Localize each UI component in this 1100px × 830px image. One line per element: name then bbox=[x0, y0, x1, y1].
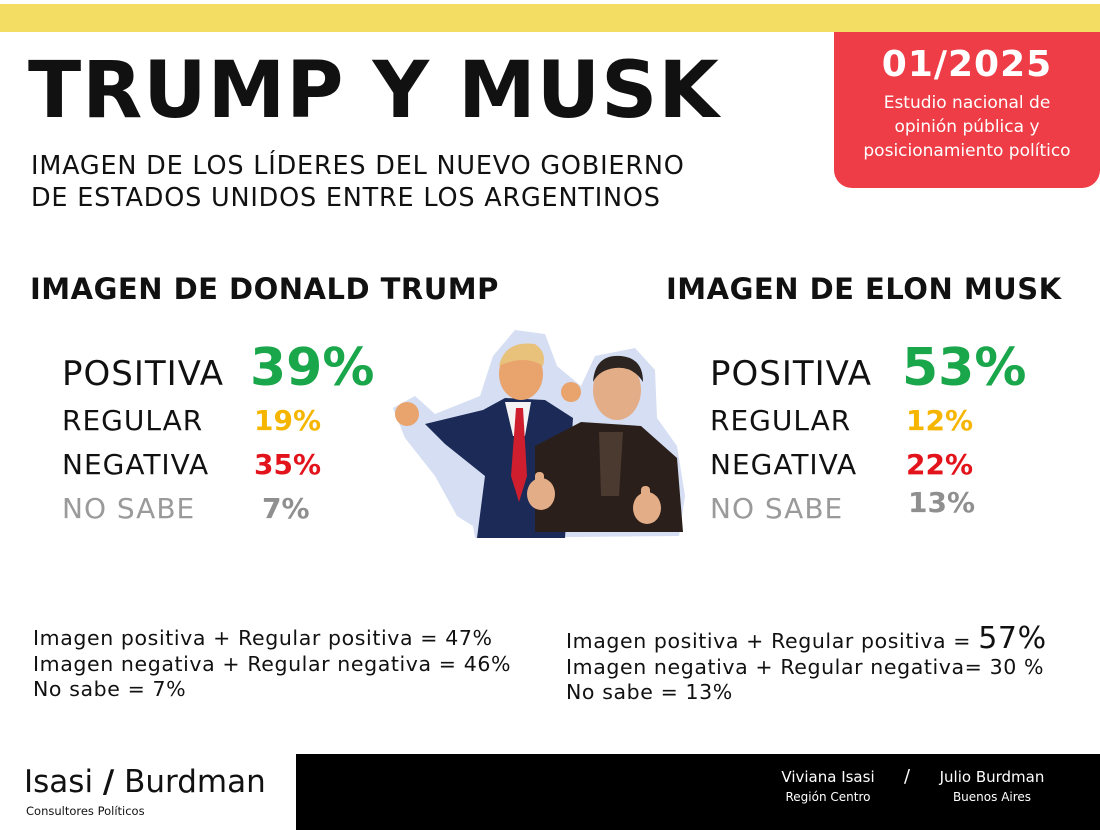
brand-name-left: Isasi bbox=[24, 764, 94, 800]
brand-slash: / bbox=[102, 764, 115, 800]
author-2: Julio Burdman Buenos Aires bbox=[928, 768, 1056, 804]
musk-negativa-row: NEGATIVA 22% bbox=[710, 448, 1050, 484]
page-subtitle: IMAGEN DE LOS LÍDERES DEL NUEVO GOBIERNO… bbox=[31, 150, 791, 214]
musk-regular-row: REGULAR 12% bbox=[710, 404, 1050, 440]
trump-nosabe-value: 7% bbox=[262, 492, 310, 525]
author-1-name: Viviana Isasi bbox=[781, 768, 875, 786]
study-date: 01/2025 bbox=[881, 44, 1053, 85]
musk-nosabe-label: NO SABE bbox=[710, 492, 844, 525]
top-accent-bar bbox=[0, 0, 1100, 32]
brand-name: Isasi / Burdman bbox=[24, 764, 266, 800]
study-desc-line-1: Estudio nacional de bbox=[883, 93, 1051, 113]
musk-nosabe-value: 13% bbox=[908, 486, 976, 519]
trump-regular-label: REGULAR bbox=[62, 404, 204, 437]
trump-regular-row: REGULAR 19% bbox=[62, 404, 402, 440]
musk-summary: Imagen positiva + Regular positiva = 57%… bbox=[566, 624, 1047, 706]
study-description: Estudio nacional de opinión pública y po… bbox=[834, 91, 1100, 163]
page-title: TRUMP Y MUSK bbox=[28, 46, 720, 136]
musk-regular-label: REGULAR bbox=[710, 404, 852, 437]
musk-summary-line-3: No sabe = 13% bbox=[566, 680, 733, 704]
musk-summary-line-1-prefix: Imagen positiva + Regular positiva = bbox=[566, 629, 979, 653]
author-2-name: Julio Burdman bbox=[939, 768, 1045, 786]
trump-positiva-row: POSITIVA 39% bbox=[62, 338, 402, 398]
study-badge: 01/2025 Estudio nacional de opinión públ… bbox=[834, 32, 1100, 188]
author-separator: / bbox=[904, 766, 911, 787]
brand-tagline: Consultores Políticos bbox=[26, 804, 145, 818]
musk-stats: POSITIVA 53% REGULAR 12% NEGATIVA 22% NO… bbox=[710, 338, 1050, 528]
brand-name-right: Burdman bbox=[124, 764, 266, 800]
subtitle-line-1: IMAGEN DE LOS LÍDERES DEL NUEVO GOBIERNO bbox=[31, 151, 685, 181]
musk-negativa-label: NEGATIVA bbox=[710, 448, 858, 481]
musk-positiva-label: POSITIVA bbox=[710, 354, 873, 394]
trump-nosabe-row: NO SABE 7% bbox=[62, 492, 402, 528]
trump-summary-line-1: Imagen positiva + Regular positiva = 47% bbox=[33, 626, 493, 650]
musk-negativa-value: 22% bbox=[906, 448, 974, 481]
trump-negativa-row: NEGATIVA 35% bbox=[62, 448, 402, 484]
trump-regular-value: 19% bbox=[254, 404, 322, 437]
trump-negativa-value: 35% bbox=[254, 448, 322, 481]
trump-positiva-label: POSITIVA bbox=[62, 354, 225, 394]
musk-heading: IMAGEN DE ELON MUSK bbox=[666, 272, 1062, 306]
leaders-photo bbox=[393, 330, 685, 538]
trump-stats: POSITIVA 39% REGULAR 19% NEGATIVA 35% NO… bbox=[62, 338, 402, 528]
footer: Isasi / Burdman Consultores Políticos Vi… bbox=[0, 754, 1100, 830]
author-1-region: Región Centro bbox=[785, 790, 871, 804]
trump-nosabe-label: NO SABE bbox=[62, 492, 196, 525]
trump-summary-line-3: No sabe = 7% bbox=[33, 677, 187, 701]
musk-regular-value: 12% bbox=[906, 404, 974, 437]
musk-summary-line-2: Imagen negativa + Regular negativa= 30 % bbox=[566, 654, 1045, 679]
trump-summary-line-2: Imagen negativa + Regular negativa = 46% bbox=[33, 651, 512, 676]
musk-summary-line-1: Imagen positiva + Regular positiva = 57% bbox=[566, 624, 1047, 655]
study-desc-line-2: opinión pública y bbox=[894, 117, 1040, 137]
study-desc-line-3: posicionamiento político bbox=[863, 141, 1071, 161]
musk-summary-line-1-value: 57% bbox=[978, 621, 1047, 656]
musk-positiva-value: 53% bbox=[902, 338, 1027, 398]
trump-heading: IMAGEN DE DONALD TRUMP bbox=[30, 272, 499, 306]
footer-authors-bar: Viviana Isasi Región Centro / Julio Burd… bbox=[296, 754, 1100, 830]
musk-nosabe-row: NO SABE 13% bbox=[710, 486, 1050, 526]
trump-positiva-value: 39% bbox=[250, 338, 375, 398]
subtitle-line-2: DE ESTADOS UNIDOS ENTRE LOS ARGENTINOS bbox=[31, 183, 661, 213]
author-1: Viviana Isasi Región Centro bbox=[772, 768, 884, 804]
musk-positiva-row: POSITIVA 53% bbox=[710, 338, 1050, 398]
trump-summary: Imagen positiva + Regular positiva = 47%… bbox=[33, 626, 511, 703]
brand-logo: Isasi / Burdman Consultores Políticos bbox=[0, 754, 296, 830]
author-2-region: Buenos Aires bbox=[952, 790, 1032, 804]
trump-negativa-label: NEGATIVA bbox=[62, 448, 210, 481]
